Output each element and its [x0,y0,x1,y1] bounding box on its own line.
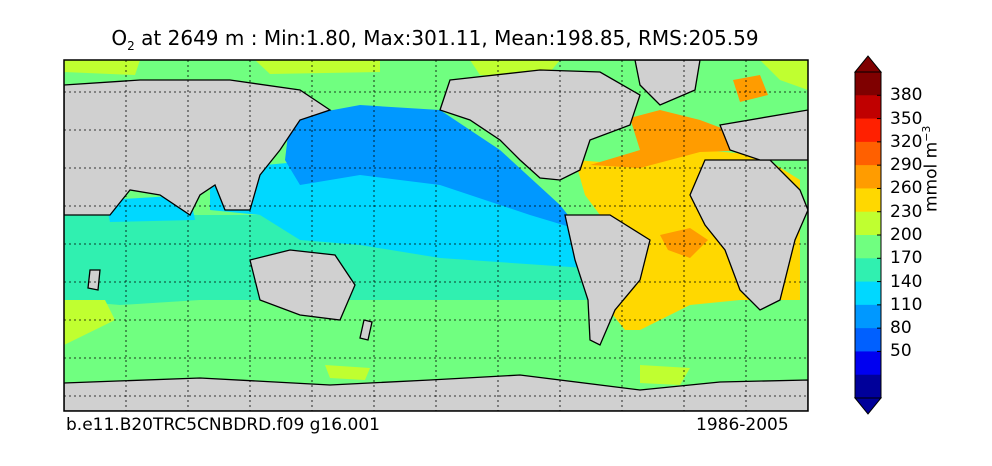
colorbar-segment [855,328,881,352]
colorbar-tick-label: 260 [890,178,923,199]
land-eurasia [64,79,332,216]
colorbar-units: mmol m−3 [920,125,942,212]
region-arctic [64,60,808,90]
colorbar-segment [855,95,881,120]
colorbar-tick-label: 140 [890,271,923,292]
colorbar-segment [855,374,881,399]
region-arctic-patch [733,75,768,102]
colorbar-segment [855,188,881,213]
date-range: 1986-2005 [696,415,789,435]
land-new-zealand [359,319,373,341]
colorbar-segment [855,118,881,143]
colorbar-segment [855,351,881,376]
colorbar-segment [855,72,881,96]
colorbar-segment [855,281,881,306]
colorbar-segment [855,258,881,283]
colorbar-tick-label: 50 [890,341,912,362]
colorbar-tick-label: 80 [890,318,912,339]
region-north-atlantic [590,110,760,168]
colorbar-tick-label: 350 [890,108,923,129]
land-africa [689,159,808,311]
colorbar-segment [855,211,881,236]
land-australia [249,249,356,321]
map-grid [64,60,808,411]
colorbar-tick-label: 290 [890,155,923,176]
colorbar-tick-label: 110 [890,294,923,315]
land-south-america [564,214,651,346]
colorbar-tick-label: 380 [890,85,923,106]
region-north-pacific [285,105,580,230]
colorbar-tick-label: 170 [890,248,923,269]
region-tropical-pacific [210,160,590,268]
colorbar [853,55,883,415]
colorbar-tick-label: 230 [890,201,923,222]
map-frame [63,59,809,412]
colorbar-segment [855,165,881,189]
land-europe [719,109,808,161]
colorbar-extend-max [853,55,883,73]
colorbar-segment [855,141,881,166]
land-north-america [439,69,641,181]
colorbar-segment [855,304,881,329]
colorbar-tick-label: 200 [890,225,923,245]
plot-title: O2 at 2649 m : Min:1.80, Max:301.11, Mea… [111,26,759,53]
colorbar-tick-label: 320 [890,131,923,152]
land-madagascar [87,269,101,291]
case-name: b.e11.B20TRC5CNBDRD.f09 g16.001 [66,415,380,435]
colorbar-extend-min [853,397,883,415]
region-tropical-atlantic-orange [660,228,708,258]
colorbar-segment [855,235,881,259]
